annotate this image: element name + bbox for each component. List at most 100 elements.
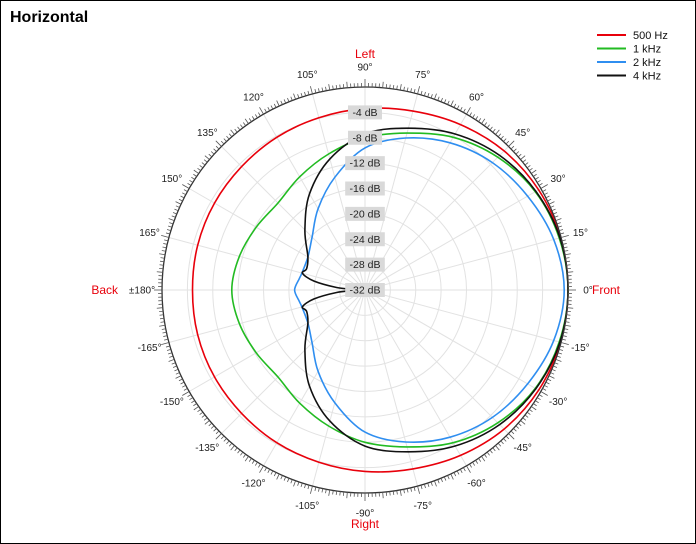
angle-tick: [220, 140, 225, 145]
angle-tick: [450, 100, 454, 107]
grid-spoke: [168, 289, 366, 344]
angle-tick: [223, 138, 227, 142]
angle-tick: [174, 368, 179, 372]
angle-tick: [382, 81, 384, 88]
angle-tick: [203, 417, 208, 421]
angle-tick: [559, 229, 564, 232]
angle-label: -45°: [513, 443, 531, 454]
angle-tick: [531, 406, 537, 411]
angle-tick: [536, 179, 541, 183]
angle-tick: [456, 105, 460, 110]
angle-tick: [396, 85, 398, 90]
angle-tick: [542, 388, 547, 391]
angle-tick: [310, 86, 313, 95]
angle-tick: [318, 88, 320, 93]
grid-spoke: [188, 289, 366, 392]
angle-tick: [447, 100, 450, 105]
angle-tick: [520, 420, 526, 425]
angle-label: -60°: [467, 479, 485, 490]
angle-tick: [513, 148, 517, 152]
angle-tick: [443, 476, 447, 481]
angle-tick: [189, 179, 194, 183]
angle-tick: [554, 362, 559, 365]
angle-tick: [228, 133, 233, 138]
angle-tick: [193, 406, 199, 411]
angle-tick: [562, 243, 567, 245]
angle-label: 15°: [573, 228, 588, 239]
angle-tick: [554, 215, 559, 218]
angle-tick: [172, 212, 177, 215]
angle-tick: [453, 472, 457, 477]
angle-tick: [486, 451, 490, 456]
angle-tick: [550, 372, 555, 375]
radial-label: -16 dB: [350, 183, 381, 195]
angle-tick: [550, 205, 555, 208]
angle-tick: [513, 428, 517, 432]
angle-label: 105°: [297, 70, 318, 81]
angle-tick: [290, 96, 293, 101]
angle-tick: [264, 108, 267, 113]
angle-tick: [230, 129, 235, 135]
angle-tick: [560, 232, 565, 235]
angle-tick: [536, 397, 541, 401]
angle-tick: [478, 118, 482, 122]
angle-tick: [169, 222, 174, 225]
angle-tick: [472, 461, 476, 466]
angle-tick: [244, 456, 249, 462]
grid-spoke: [364, 289, 509, 434]
angle-tick: [226, 135, 230, 140]
grid-spoke: [364, 289, 419, 487]
grid-spoke: [364, 289, 467, 467]
angle-tick: [230, 445, 235, 451]
angle-tick: [561, 239, 566, 242]
angle-tick: [307, 485, 310, 490]
angle-tick: [423, 91, 426, 96]
angle-tick: [538, 183, 543, 186]
angle-tick: [267, 107, 271, 111]
angle-tick: [318, 487, 320, 492]
angle-tick: [160, 321, 165, 323]
angle-tick: [456, 470, 460, 475]
angle-tick: [258, 463, 261, 468]
angle-tick: [258, 112, 261, 117]
angle-tick: [159, 253, 166, 256]
angle-tick: [213, 428, 217, 432]
angle-label: 45°: [515, 128, 530, 139]
radial-label-box: [348, 105, 382, 120]
angle-label: -120°: [241, 479, 265, 490]
angle-tick: [427, 482, 430, 487]
angle-tick: [204, 420, 210, 425]
direction-label-left: Left: [355, 47, 376, 61]
angle-tick: [314, 486, 317, 491]
angle-tick: [505, 140, 510, 145]
radial-label-box: [345, 156, 385, 171]
angle-tick: [472, 114, 476, 119]
angle-tick: [297, 481, 300, 486]
angle-tick: [197, 168, 202, 172]
angle-tick: [276, 100, 280, 107]
angle-tick: [505, 435, 510, 440]
angle-tick: [544, 384, 548, 388]
angle-tick: [403, 489, 405, 494]
angle-tick: [273, 103, 277, 108]
angle-tick: [234, 447, 238, 452]
angle-tick: [500, 440, 504, 445]
series-line: [231, 132, 569, 448]
angle-label: -30°: [549, 397, 567, 408]
angle-tick: [283, 476, 287, 481]
angle-tick: [178, 198, 183, 202]
angle-tick: [165, 232, 170, 235]
angle-tick: [328, 84, 331, 91]
angle-tick: [215, 145, 220, 150]
angle-tick: [466, 107, 471, 115]
angle-tick: [406, 87, 409, 92]
angle-tick: [310, 485, 313, 494]
angle-tick: [178, 378, 183, 382]
grid-spoke: [364, 289, 562, 344]
angle-tick: [248, 118, 252, 122]
angle-tick: [399, 84, 402, 91]
angle-tick: [510, 430, 515, 435]
angle-tick: [483, 122, 487, 127]
angle-tick: [406, 488, 409, 493]
direction-label-back: Back: [91, 283, 119, 297]
